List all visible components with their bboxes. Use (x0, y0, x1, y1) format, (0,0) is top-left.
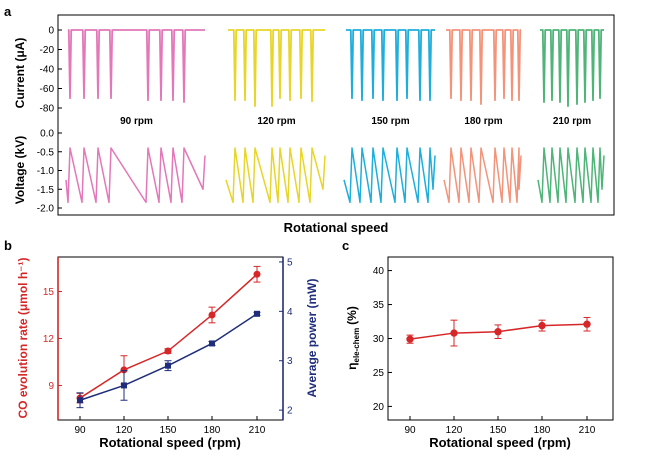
data-point (164, 347, 172, 355)
panel-b-ticks: 90 120 150 180 210 9 12 15 2 3 4 5 (43, 257, 293, 436)
data-point (165, 362, 171, 369)
panel-a-x-label: Rotational speed (284, 220, 389, 235)
data-point (254, 310, 260, 317)
data-point (406, 335, 414, 343)
speed-label: 180 rpm (464, 116, 502, 127)
panel-c-series (406, 316, 591, 347)
panel-a-frame (57, 14, 615, 216)
current-trace (446, 29, 522, 105)
current-trace (228, 29, 325, 107)
voltage-trace (537, 147, 605, 204)
voltage-tick-label: 0.0 (40, 129, 54, 140)
current-tick-label: -20 (40, 45, 55, 56)
speed-label: 210 rpm (553, 116, 591, 127)
x-tick-label: 90 (74, 425, 86, 436)
data-point (77, 397, 83, 404)
data-point (121, 382, 127, 389)
x-tick-label: 180 (204, 425, 221, 436)
eta-axis-label: ηele-chem(%) (345, 306, 361, 370)
voltage-trace (343, 147, 436, 204)
data-point (209, 340, 215, 347)
voltage-axis-label: Voltage (kV) (13, 136, 27, 204)
current-tick-label: -60 (40, 84, 55, 95)
speed-labels: 90 rpm 120 rpm 150 rpm 180 rpm 210 rpm (120, 116, 591, 127)
left-tick-label: 12 (43, 334, 55, 345)
current-tick-label: -40 (40, 65, 55, 76)
voltage-axis-ticks: 0.0 -0.5 -1.0 -1.5 -2.0 (37, 129, 62, 215)
x-tick-label: 120 (446, 425, 463, 436)
y-tick-label: 40 (373, 266, 385, 277)
co-rate-axis-label: CO evolution rate (μmol h⁻¹) (16, 257, 30, 418)
current-tick-label: 0 (48, 26, 54, 37)
panel-c: 90 120 150 180 210 20 25 30 35 40 ηele-chem(%) Ro… (345, 256, 614, 450)
voltage-tick-label: -0.5 (37, 147, 55, 158)
y-tick-label: 20 (373, 402, 385, 413)
speed-label: 90 rpm (120, 116, 153, 127)
x-tick-label: 150 (160, 425, 177, 436)
x-tick-label: 150 (490, 425, 507, 436)
panel-c-x-label: Rotational speed (rpm) (429, 435, 571, 450)
data-point (494, 328, 502, 336)
x-tick-label: 90 (404, 425, 416, 436)
right-tick-label: 5 (287, 257, 293, 268)
panel-label-a: a (4, 4, 12, 19)
current-trace (346, 29, 435, 102)
current-trace (67, 29, 205, 104)
right-tick-label: 3 (287, 356, 293, 367)
current-axis-ticks: 0 -20 -40 -60 -80 (40, 26, 62, 115)
x-tick-label: 120 (116, 425, 133, 436)
right-tick-label: 4 (287, 307, 293, 318)
voltage-tick-label: -1.5 (37, 185, 55, 196)
y-tick-label: 30 (373, 334, 385, 345)
left-tick-label: 15 (43, 287, 55, 298)
panel-c-ticks: 90 120 150 180 210 20 25 30 35 40 (373, 266, 596, 436)
speed-label: 120 rpm (257, 116, 295, 127)
x-tick-label: 180 (534, 425, 551, 436)
series-line (79, 273, 258, 399)
speed-label: 150 rpm (371, 116, 409, 127)
power-axis-label: Average power (mW) (305, 279, 319, 398)
right-tick-label: 2 (287, 406, 293, 417)
data-point (208, 311, 216, 319)
panel-label-b: b (4, 238, 12, 253)
panel-b-series (76, 265, 261, 409)
panel-b: 90 120 150 180 210 9 12 15 2 3 4 5 CO evolution rat… (16, 256, 319, 450)
data-point (450, 329, 458, 337)
voltage-trace (443, 147, 522, 204)
panel-label-c: c (342, 238, 349, 253)
data-point (253, 270, 261, 278)
voltage-trace (65, 147, 206, 204)
voltage-tick-label: -2.0 (37, 204, 55, 215)
current-tick-label: -80 (40, 104, 55, 115)
panel-a: 0 -20 -40 -60 -80 0.0 -0.5 -1.0 -1.5 -2.0 90 rpm… (13, 14, 615, 235)
data-point (538, 321, 546, 330)
x-tick-label: 210 (249, 425, 266, 436)
y-tick-label: 25 (373, 368, 385, 379)
panel-b-x-label: Rotational speed (rpm) (99, 435, 241, 450)
current-axis-label: Current (μA) (13, 38, 27, 109)
x-tick-label: 210 (579, 425, 596, 436)
y-tick-label: 35 (373, 300, 385, 311)
waveform-traces (65, 29, 605, 204)
series-line (79, 313, 258, 401)
data-point (583, 320, 591, 328)
left-tick-label: 9 (48, 381, 54, 392)
current-trace (540, 29, 604, 107)
voltage-tick-label: -1.0 (37, 166, 55, 177)
voltage-trace (225, 147, 326, 204)
